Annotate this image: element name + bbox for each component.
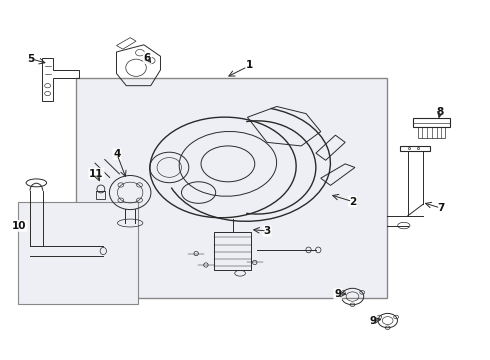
- Text: 6: 6: [144, 53, 151, 63]
- Text: 8: 8: [437, 107, 444, 117]
- Text: 9: 9: [334, 289, 342, 299]
- Text: 1: 1: [246, 60, 253, 70]
- Text: 4: 4: [113, 149, 121, 159]
- Bar: [214, 232, 251, 270]
- Text: 5: 5: [27, 54, 35, 64]
- Text: 11: 11: [89, 168, 104, 179]
- Bar: [418, 127, 445, 138]
- Bar: [18, 202, 138, 304]
- Bar: [97, 191, 105, 199]
- Text: 2: 2: [349, 197, 356, 207]
- Text: 9: 9: [369, 316, 377, 325]
- Bar: [76, 78, 387, 298]
- Bar: [400, 145, 430, 151]
- Text: 7: 7: [437, 203, 444, 213]
- Text: 3: 3: [263, 226, 270, 236]
- Text: 10: 10: [12, 221, 26, 231]
- Bar: [413, 118, 450, 127]
